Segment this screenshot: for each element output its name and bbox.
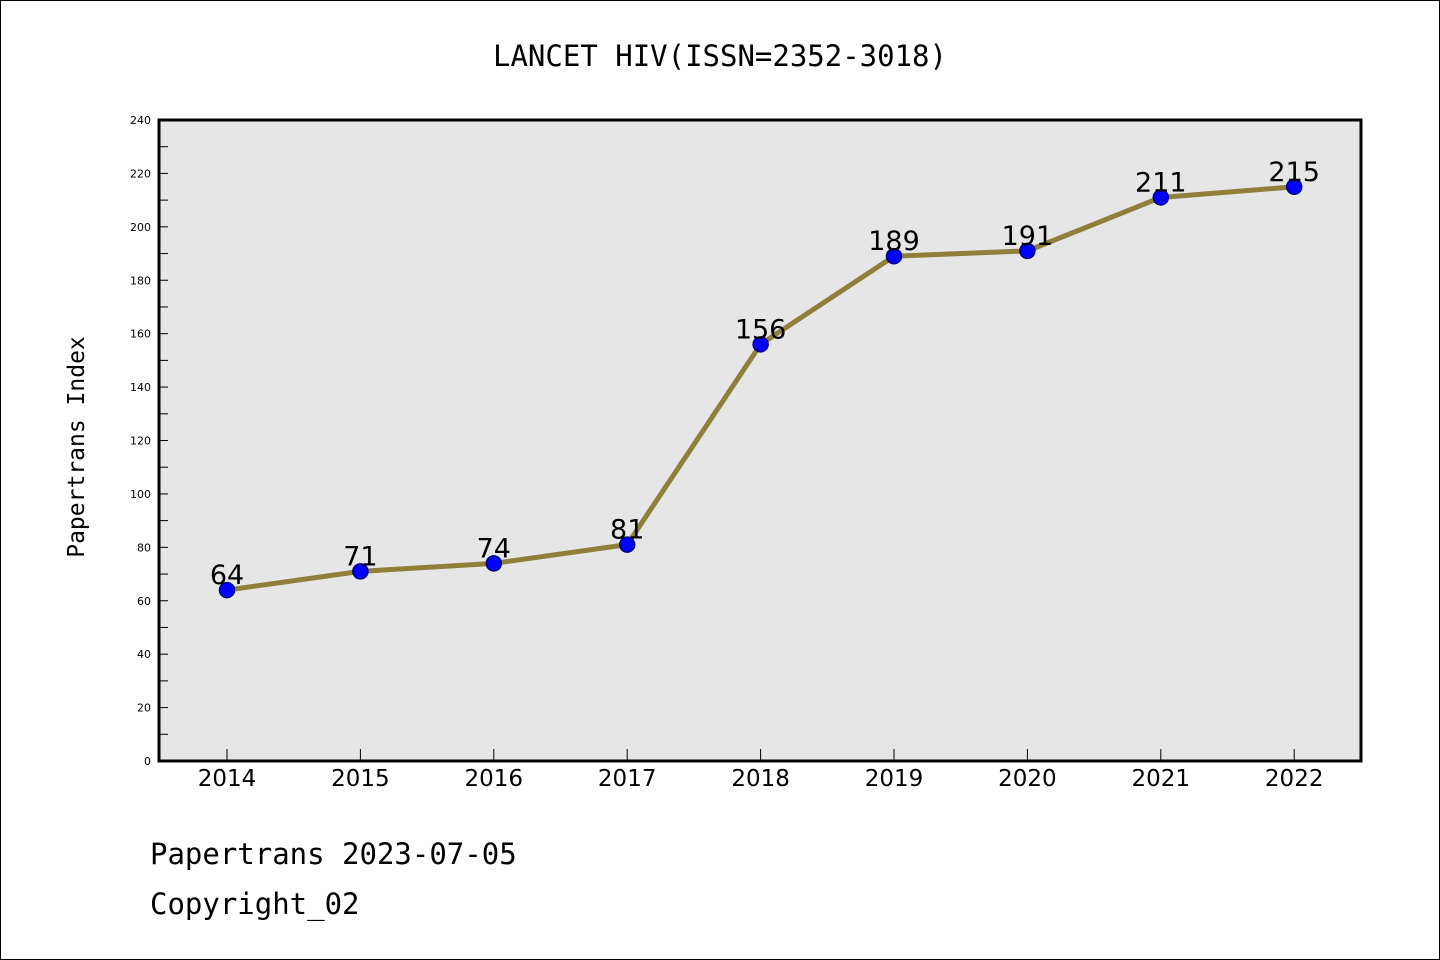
data-label: 191 (1002, 221, 1054, 252)
y-tick-label: 180 (130, 274, 151, 287)
data-label: 189 (868, 226, 920, 257)
footer-copyright: Copyright_02 (150, 887, 360, 922)
x-tick-label: 2020 (998, 766, 1057, 792)
data-label: 64 (210, 560, 244, 591)
x-tick-label: 2015 (331, 766, 390, 792)
y-axis-ticks: 0 20 40 60 80 100 120 140 160 180 200 220 240 (130, 114, 168, 768)
data-point (1152, 189, 1170, 206)
data-label: 215 (1268, 157, 1320, 188)
data-point (485, 555, 503, 572)
data-labels: 64 71 74 81 156 189 191 211 215 (210, 157, 1320, 591)
data-point (618, 536, 636, 553)
x-tick-label: 2018 (731, 766, 790, 792)
data-markers (218, 178, 1303, 599)
data-label: 74 (477, 533, 511, 564)
data-point (885, 247, 903, 265)
y-tick-label: 40 (137, 648, 151, 661)
footer-date: Papertrans 2023-07-05 (150, 837, 517, 871)
y-tick-label: 220 (130, 167, 151, 180)
y-tick-label: 120 (130, 435, 151, 448)
x-tick-label: 2017 (598, 766, 657, 792)
y-tick-label: 80 (137, 541, 151, 554)
x-axis-ticks: 2014 2015 2016 2017 2018 2019 2020 2021 2022 (198, 749, 1324, 792)
chart-title: LANCET HIV(ISSN=2352-3018) (493, 39, 947, 73)
y-tick-label: 100 (130, 488, 151, 501)
data-label: 81 (610, 515, 644, 546)
data-point (1019, 242, 1036, 260)
data-point (218, 581, 236, 599)
data-point (1285, 178, 1303, 196)
data-label: 71 (343, 541, 377, 572)
data-point (352, 563, 369, 580)
y-tick-label: 160 (130, 328, 151, 341)
y-tick-label: 240 (130, 114, 151, 127)
x-tick-label: 2016 (465, 766, 524, 792)
y-tick-label: 0 (144, 755, 151, 768)
y-tick-label: 200 (130, 221, 151, 234)
x-tick-label: 2021 (1132, 766, 1191, 792)
data-label: 211 (1135, 167, 1187, 198)
data-label: 156 (735, 314, 787, 345)
x-tick-label: 2014 (198, 766, 257, 792)
data-point (752, 336, 769, 353)
y-tick-label: 140 (130, 381, 151, 394)
y-tick-label: 60 (137, 595, 151, 608)
x-tick-label: 2022 (1265, 766, 1324, 792)
x-tick-label: 2019 (865, 766, 924, 792)
plot-area (157, 118, 1363, 763)
y-tick-label: 20 (137, 702, 151, 715)
y-axis-label: Papertrans Index (64, 336, 90, 558)
